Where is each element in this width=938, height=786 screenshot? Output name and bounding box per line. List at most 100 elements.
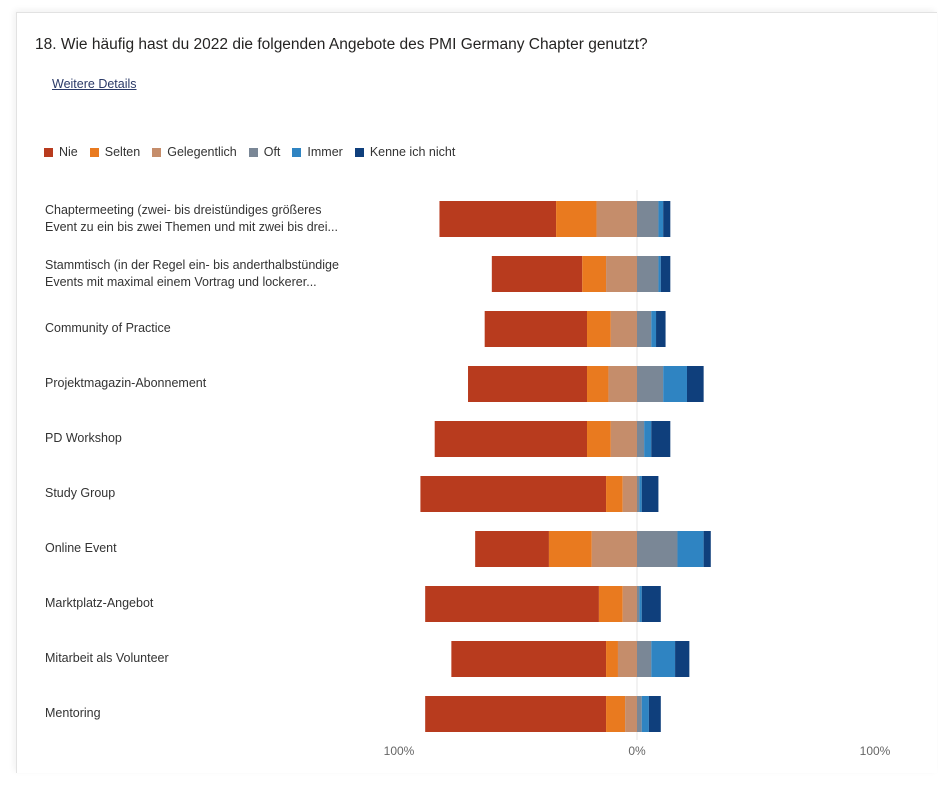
bar-segment-immer[interactable]	[644, 421, 652, 457]
bar-segment-kenne-ich-nicht[interactable]	[641, 586, 661, 622]
bar-segment-oft[interactable]	[637, 256, 659, 292]
bar-segment-selten[interactable]	[606, 641, 618, 677]
bar-segment-gelegentlich[interactable]	[610, 421, 637, 457]
bar-segment-oft[interactable]	[637, 421, 645, 457]
bar-segment-kenne-ich-nicht[interactable]	[651, 421, 671, 457]
category-label-line: Events mit maximal einem Vortrag und loc…	[45, 275, 317, 289]
bar-segment-oft[interactable]	[637, 201, 659, 237]
legend-label: Nie	[59, 145, 78, 159]
bar-segment-selten[interactable]	[606, 476, 623, 512]
bar-segment-immer[interactable]	[641, 696, 649, 732]
legend-swatch	[152, 147, 162, 157]
bar-segment-nie[interactable]	[491, 256, 583, 292]
bar-segment-kenne-ich-nicht[interactable]	[660, 256, 671, 292]
bar-segment-oft[interactable]	[637, 586, 640, 622]
bar-segment-kenne-ich-nicht[interactable]	[686, 366, 704, 402]
bar-segment-immer[interactable]	[658, 201, 664, 237]
category-label-line: Marktplatz-Angebot	[45, 596, 154, 610]
category-label-line: PD Workshop	[45, 431, 122, 445]
legend-label: Kenne ich nicht	[369, 145, 456, 159]
bar-segment-oft[interactable]	[637, 476, 640, 512]
bar-segment-kenne-ich-nicht[interactable]	[703, 531, 711, 567]
category-label-line: Chaptermeeting (zwei- bis dreistündiges …	[45, 203, 322, 217]
category-label: PD Workshop	[45, 430, 385, 447]
category-label-line: Projektmagazin-Abonnement	[45, 376, 207, 390]
legend-label: Oft	[263, 145, 281, 159]
bar-segment-immer[interactable]	[663, 366, 687, 402]
bar-segment-gelegentlich[interactable]	[591, 531, 637, 567]
chart-legend: Nie Selten Gelegentlich Oft Immer Kenne …	[44, 145, 467, 159]
category-label-line: Mitarbeit als Volunteer	[45, 651, 169, 665]
bar-segment-selten[interactable]	[548, 531, 592, 567]
bar-segment-kenne-ich-nicht[interactable]	[663, 201, 671, 237]
bar-segment-kenne-ich-nicht[interactable]	[675, 641, 690, 677]
category-label-line: Online Event	[45, 541, 117, 555]
bar-segment-selten[interactable]	[587, 311, 611, 347]
bar-segment-gelegentlich[interactable]	[596, 201, 637, 237]
bar-segment-oft[interactable]	[637, 531, 678, 567]
bar-segment-kenne-ich-nicht[interactable]	[656, 311, 666, 347]
legend-item-nie[interactable]: Nie	[44, 145, 78, 159]
bar-segment-immer[interactable]	[677, 531, 704, 567]
bar-segment-selten[interactable]	[598, 586, 623, 622]
category-label: Projektmagazin-Abonnement	[45, 375, 385, 392]
category-label: Stammtisch (in der Regel ein- bis andert…	[45, 257, 385, 291]
legend-swatch	[44, 147, 53, 157]
bar-segment-nie[interactable]	[475, 531, 549, 567]
bar-segment-gelegentlich[interactable]	[625, 696, 637, 732]
bar-segment-nie[interactable]	[468, 366, 588, 402]
bar-segment-nie[interactable]	[484, 311, 588, 347]
legend-item-immer[interactable]: Immer	[292, 145, 343, 159]
legend-label: Gelegentlich	[167, 145, 237, 159]
bar-segment-oft[interactable]	[637, 696, 642, 732]
bar-segment-nie[interactable]	[434, 421, 588, 457]
bar-segment-gelegentlich[interactable]	[617, 641, 637, 677]
bar-segment-gelegentlich[interactable]	[622, 476, 637, 512]
legend-swatch	[354, 147, 364, 157]
category-label: Marktplatz-Angebot	[45, 595, 385, 612]
legend-item-selten[interactable]: Selten	[89, 145, 140, 159]
bar-segment-nie[interactable]	[425, 586, 599, 622]
question-title: 18. Wie häufig hast du 2022 die folgende…	[35, 36, 648, 53]
x-tick-label: 100%	[383, 744, 415, 758]
bar-group	[420, 201, 711, 732]
legend-swatch	[248, 147, 258, 157]
bar-segment-nie[interactable]	[451, 641, 607, 677]
bar-segment-kenne-ich-nicht[interactable]	[648, 696, 661, 732]
bar-segment-oft[interactable]	[637, 311, 652, 347]
category-label: Mitarbeit als Volunteer	[45, 650, 385, 667]
legend-swatch	[89, 147, 99, 157]
bar-segment-oft[interactable]	[637, 366, 664, 402]
bar-segment-immer[interactable]	[639, 476, 642, 512]
x-tick-label: 100%	[859, 744, 891, 758]
bar-segment-selten[interactable]	[587, 421, 611, 457]
bar-segment-nie[interactable]	[439, 201, 557, 237]
bar-segment-gelegentlich[interactable]	[622, 586, 637, 622]
category-label-line: Community of Practice	[45, 321, 171, 335]
legend-label: Immer	[307, 145, 343, 159]
bar-segment-nie[interactable]	[420, 476, 607, 512]
bar-segment-immer[interactable]	[651, 311, 657, 347]
bar-segment-nie[interactable]	[425, 696, 607, 732]
bar-segment-immer[interactable]	[651, 641, 676, 677]
details-link[interactable]: Weitere Details	[52, 77, 137, 91]
bar-segment-gelegentlich[interactable]	[610, 311, 637, 347]
bar-segment-gelegentlich[interactable]	[608, 366, 637, 402]
bar-segment-oft[interactable]	[637, 641, 652, 677]
bar-segment-kenne-ich-nicht[interactable]	[641, 476, 659, 512]
legend-item-kenne-ich-nicht[interactable]: Kenne ich nicht	[354, 145, 456, 159]
legend-item-oft[interactable]: Oft	[248, 145, 281, 159]
bar-segment-selten[interactable]	[587, 366, 609, 402]
bar-segment-selten[interactable]	[556, 201, 597, 237]
category-label: Mentoring	[45, 705, 385, 722]
bar-segment-selten[interactable]	[582, 256, 607, 292]
category-label-line: Stammtisch (in der Regel ein- bis andert…	[45, 258, 339, 272]
x-tick-label: 0%	[628, 744, 646, 758]
bar-segment-selten[interactable]	[606, 696, 626, 732]
bar-segment-gelegentlich[interactable]	[606, 256, 637, 292]
category-label: Community of Practice	[45, 320, 385, 337]
bar-segment-immer[interactable]	[658, 256, 661, 292]
bar-segment-immer[interactable]	[639, 586, 642, 622]
legend-item-gelegentlich[interactable]: Gelegentlich	[152, 145, 237, 159]
